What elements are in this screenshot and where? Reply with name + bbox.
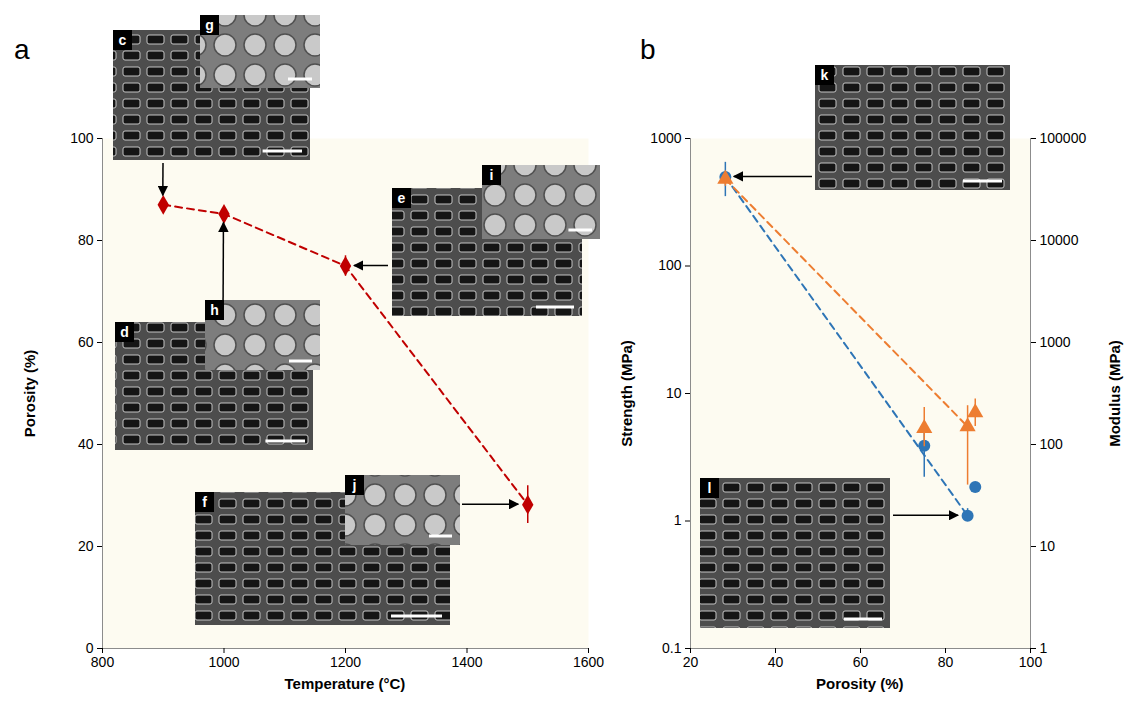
svg-text:800: 800	[91, 654, 115, 670]
svg-text:f: f	[202, 494, 207, 510]
svg-text:1600: 1600	[573, 654, 604, 670]
svg-text:0: 0	[86, 640, 94, 656]
svg-text:j: j	[352, 477, 357, 493]
svg-text:20: 20	[78, 538, 94, 554]
html-text:Porosity (%): Porosity (%)	[21, 349, 39, 437]
svg-text:h: h	[210, 302, 219, 318]
svg-text:80: 80	[938, 654, 954, 670]
svg-text:100: 100	[658, 257, 682, 273]
svg-text:20: 20	[683, 654, 699, 670]
html-text:Porosity (%): Porosity (%)	[816, 675, 904, 692]
svg-text:g: g	[205, 17, 214, 33]
svg-text:l: l	[708, 480, 712, 496]
svg-text:1400: 1400	[451, 654, 482, 670]
svg-text:1200: 1200	[330, 654, 361, 670]
svg-text:d: d	[120, 324, 129, 340]
svg-text:1000: 1000	[650, 130, 681, 146]
html-text:Temperature (°C): Temperature (°C)	[284, 675, 406, 692]
html-text:Strength (MPa): Strength (MPa)	[617, 339, 635, 447]
svg-text:1000: 1000	[208, 654, 239, 670]
svg-text:100: 100	[70, 130, 94, 146]
svg-text:100: 100	[1019, 654, 1043, 670]
svg-text:100000: 100000	[1040, 130, 1087, 146]
svg-text:e: e	[398, 190, 406, 206]
html-text:a: a	[14, 34, 30, 65]
svg-text:40: 40	[768, 654, 784, 670]
svg-text:1: 1	[674, 512, 682, 528]
svg-text:10: 10	[1040, 538, 1056, 554]
svg-text:40: 40	[78, 436, 94, 452]
svg-text:c: c	[119, 32, 127, 48]
svg-text:10000: 10000	[1040, 232, 1079, 248]
svg-text:80: 80	[78, 232, 94, 248]
html-text:Modulus (MPa): Modulus (MPa)	[1105, 339, 1123, 447]
html-text:b: b	[640, 34, 656, 65]
svg-text:k: k	[821, 67, 829, 83]
svg-text:i: i	[490, 167, 494, 183]
svg-text:1: 1	[1040, 640, 1048, 656]
svg-text:1000: 1000	[1040, 334, 1071, 350]
svg-text:100: 100	[1040, 436, 1064, 452]
svg-text:60: 60	[853, 654, 869, 670]
svg-text:10: 10	[666, 385, 682, 401]
svg-text:0.1: 0.1	[662, 640, 682, 656]
svg-text:60: 60	[78, 334, 94, 350]
